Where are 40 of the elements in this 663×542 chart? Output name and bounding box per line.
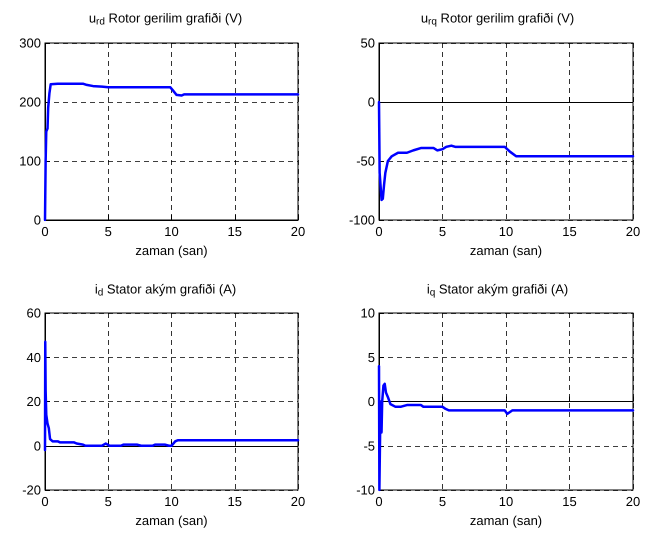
x-tick-label: 20 xyxy=(290,224,306,239)
x-tick-label: 15 xyxy=(562,494,577,509)
y-tick-label: 300 xyxy=(19,36,41,50)
y-tick-label: -10 xyxy=(356,482,375,498)
y-tick-label: -20 xyxy=(22,482,41,498)
x-axis-title: zaman (san) xyxy=(470,243,542,258)
y-tick-label: 0 xyxy=(34,212,41,228)
x-tick-label: 5 xyxy=(104,224,112,239)
x-tick-label: 20 xyxy=(626,494,640,509)
x-tick-label: 10 xyxy=(498,224,514,239)
line-series xyxy=(378,100,634,202)
x-tick-label: 15 xyxy=(562,224,577,239)
y-tick-label: 0 xyxy=(368,394,375,409)
x-tick-label: 5 xyxy=(104,494,112,509)
line-series xyxy=(44,340,300,452)
x-tick-label: 10 xyxy=(498,494,514,509)
y-tick-label: 0 xyxy=(34,438,41,454)
y-tick-label: 200 xyxy=(19,94,41,110)
y-tick-label: 0 xyxy=(368,94,375,110)
x-axis-title: zaman (san) xyxy=(470,513,542,528)
y-tick-label: -50 xyxy=(356,154,375,168)
y-tick-label: 60 xyxy=(26,306,41,320)
y-tick-label: 5 xyxy=(368,350,375,365)
y-tick-label: 50 xyxy=(360,36,375,50)
x-axis-title: zaman (san) xyxy=(135,243,208,258)
y-tick-label: 40 xyxy=(26,350,41,365)
x-tick-label: 20 xyxy=(626,224,640,239)
y-tick-label: -100 xyxy=(348,212,375,228)
y-tick-label: 100 xyxy=(19,154,41,168)
x-tick-label: 5 xyxy=(438,494,446,509)
x-tick-label: 10 xyxy=(164,224,179,239)
x-tick-label: 15 xyxy=(228,494,242,509)
y-tick-label: 10 xyxy=(360,306,375,320)
x-tick-label: 5 xyxy=(438,224,446,239)
y-tick-label: 20 xyxy=(26,394,41,409)
x-tick-label: 20 xyxy=(290,494,306,509)
x-axis-title: zaman (san) xyxy=(135,513,208,528)
x-tick-label: 15 xyxy=(228,224,242,239)
y-tick-label: -5 xyxy=(363,438,375,454)
x-tick-label: 10 xyxy=(164,494,179,509)
